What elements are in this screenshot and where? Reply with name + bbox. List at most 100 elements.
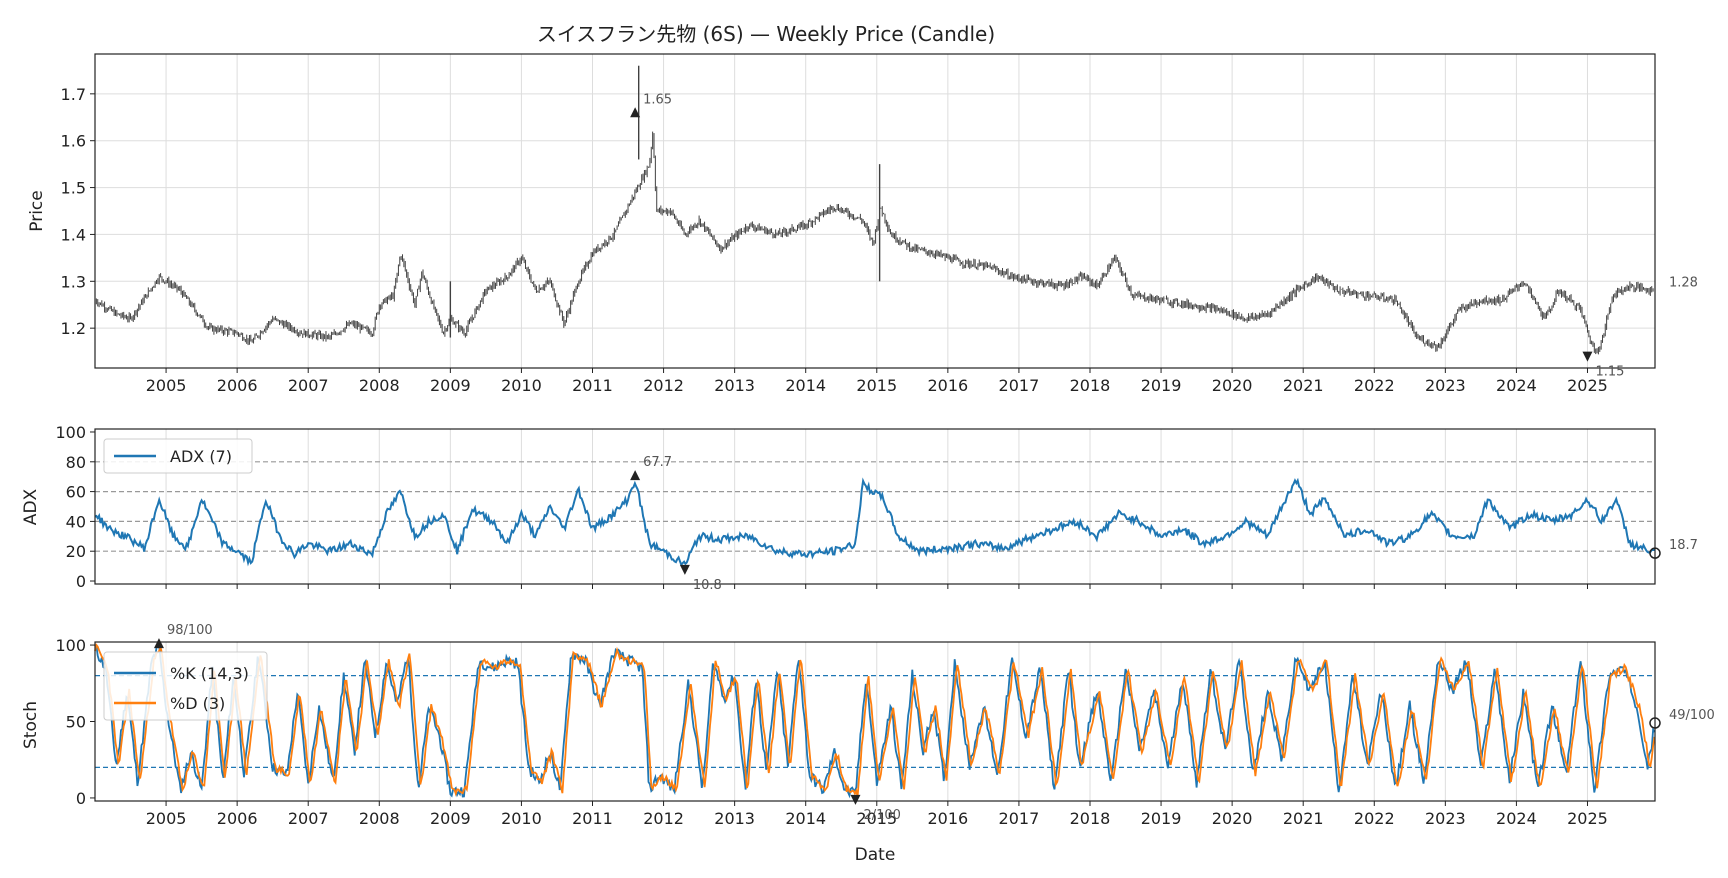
x-tick-label: 2019 <box>1141 809 1182 828</box>
stoch-d-line <box>94 643 1656 798</box>
y-tick-label: 40 <box>66 512 86 531</box>
y-tick-label: 20 <box>66 542 86 561</box>
x-tick-label: 2013 <box>714 809 755 828</box>
stoch-x-ticks: 2005 2006 2007 2008 2009 2010 2011 2012 2013 2014… <box>146 801 1608 828</box>
x-tick-label: 2010 <box>501 376 542 395</box>
annotation-marker-up <box>630 470 641 481</box>
x-tick-label: 2012 <box>643 809 684 828</box>
x-tick-label: 2011 <box>572 809 613 828</box>
adx-grid <box>165 429 1588 584</box>
x-tick-label: 2020 <box>1212 376 1253 395</box>
y-tick-label: 100 <box>55 423 86 442</box>
y-tick-label: 50 <box>66 713 86 732</box>
annotation-marker-down <box>1582 351 1593 362</box>
adx-legend-label: ADX (7) <box>170 447 232 466</box>
x-tick-label: 2006 <box>217 376 258 395</box>
x-tick-label: 2016 <box>927 376 968 395</box>
adx-legend-box <box>103 438 253 474</box>
annotation-label: 1.28 <box>1669 276 1698 291</box>
x-tick-label: 2014 <box>785 376 826 395</box>
x-tick-label: 2006 <box>217 809 258 828</box>
x-tick-label: 2014 <box>785 809 826 828</box>
adx-frame <box>94 428 1656 585</box>
x-tick-label: 2008 <box>359 809 400 828</box>
y-tick-label: 0 <box>76 789 86 808</box>
price-y-label: Price <box>27 190 47 231</box>
x-tick-label: 2025 <box>1567 809 1608 828</box>
x-tick-label: 2021 <box>1283 376 1324 395</box>
price-frame <box>94 53 1656 369</box>
x-tick-label: 2005 <box>146 376 187 395</box>
x-tick-label: 2015 <box>856 376 897 395</box>
y-tick-label: 60 <box>66 483 86 502</box>
x-tick-label: 2018 <box>1070 376 1111 395</box>
adx-legend: ADX (7) <box>103 438 253 474</box>
adx-x-ticks <box>165 584 1588 589</box>
x-tick-label: 2016 <box>927 809 968 828</box>
x-tick-label: 2013 <box>714 376 755 395</box>
annotation-label: 67.7 <box>643 455 672 470</box>
annotation-marker-down <box>850 794 861 805</box>
price-panel: 1.21.31.41.51.61.7 2005 2006 2007 2008 2009 2… <box>27 53 1698 395</box>
y-tick-label: 1.7 <box>61 85 86 104</box>
price-y-ticks: 1.2 1.3 1.4 1.5 1.6 1.7 <box>61 85 95 338</box>
annotation-label: 2/100 <box>863 808 900 823</box>
adx-series-line <box>94 477 1655 567</box>
y-tick-label: 100 <box>55 636 86 655</box>
price-grid <box>95 54 1655 368</box>
x-tick-label: 2024 <box>1496 809 1537 828</box>
stoch-y-label: Stoch <box>21 701 41 749</box>
annotation-label: 18.7 <box>1669 538 1698 553</box>
price-annotations: 1.65 1.15 1.28 <box>630 92 1698 380</box>
x-axis-label: Date <box>855 845 896 865</box>
price-x-ticks: 2005 2006 2007 2008 2009 2010 2011 2012 2013 2014… <box>146 368 1608 395</box>
x-tick-label: 2024 <box>1496 376 1537 395</box>
stoch-annotations: 98/100 2/100 49/100 <box>153 623 1715 823</box>
x-tick-label: 2017 <box>999 809 1040 828</box>
x-tick-label: 2010 <box>501 809 542 828</box>
stoch-legend-d-label: %D (3) <box>170 694 225 713</box>
stoch-y-ticks: 0 50 100 <box>55 636 95 808</box>
x-tick-label: 2023 <box>1425 809 1466 828</box>
x-tick-label: 2012 <box>643 376 684 395</box>
annotation-label: 1.65 <box>643 92 672 107</box>
adx-annotations: 67.7 10.8 18.7 <box>630 455 1698 593</box>
x-tick-label: 2023 <box>1425 376 1466 395</box>
adx-y-ticks: 0 20 40 60 80 100 <box>55 423 95 591</box>
annotation-marker-up <box>153 638 164 649</box>
x-tick-label: 2011 <box>572 376 613 395</box>
stoch-legend: %K (14,3) %D (3) <box>103 651 268 721</box>
stoch-frame <box>94 641 1656 802</box>
x-tick-label: 2020 <box>1212 809 1253 828</box>
price-candles <box>94 65 1654 355</box>
x-tick-label: 2019 <box>1141 376 1182 395</box>
stoch-legend-k-label: %K (14,3) <box>170 664 249 683</box>
stoch-k-line <box>94 644 1656 799</box>
x-tick-label: 2009 <box>430 376 471 395</box>
x-tick-label: 2022 <box>1354 376 1395 395</box>
annotation-marker-down <box>679 564 690 575</box>
annotation-marker-circle <box>1649 717 1661 729</box>
y-tick-label: 80 <box>66 453 86 472</box>
adx-y-label: ADX <box>21 488 41 525</box>
y-tick-label: 1.5 <box>61 179 86 198</box>
chart-title: スイスフラン先物 (6S) — Weekly Price (Candle) <box>537 22 995 46</box>
adx-reference-lines <box>95 461 1655 552</box>
annotation-label: 1.15 <box>1595 365 1624 380</box>
x-tick-label: 2008 <box>359 376 400 395</box>
y-tick-label: 1.6 <box>61 132 86 151</box>
y-tick-label: 1.3 <box>61 272 86 291</box>
y-tick-label: 0 <box>76 572 86 591</box>
annotation-marker-up <box>630 107 641 118</box>
x-tick-label: 2017 <box>999 376 1040 395</box>
y-tick-label: 1.4 <box>61 225 86 244</box>
x-tick-label: 2022 <box>1354 809 1395 828</box>
annotation-label: 10.8 <box>693 578 722 593</box>
annotation-marker-circle <box>1649 547 1661 559</box>
x-tick-label: 2007 <box>288 809 329 828</box>
x-tick-label: 2015 <box>856 809 897 828</box>
x-tick-label: 2018 <box>1070 809 1111 828</box>
y-tick-label: 1.2 <box>61 319 86 338</box>
